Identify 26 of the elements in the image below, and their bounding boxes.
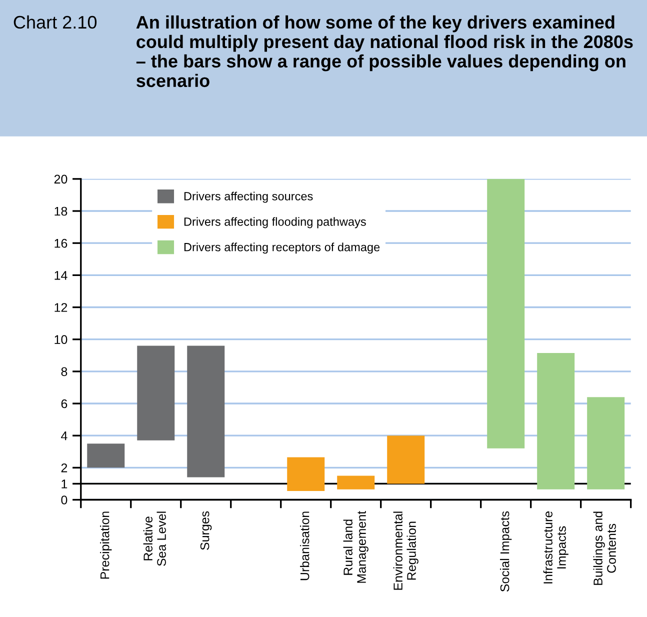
- x-tick-label: Precipitation: [100, 512, 112, 579]
- y-tick-label: 1: [62, 480, 68, 488]
- x-tick-label: Relative Sea Level: [143, 512, 166, 566]
- x-tick-label: Buildings and Contents: [593, 512, 616, 585]
- y-tick-label: 2: [61, 463, 68, 472]
- y-tick-label: 20: [54, 174, 68, 184]
- chart-title: An illustration of how some of the key drivers examined could multiply present day national flood risk in the 2080s – the bars show a range of possible values depending on scenario: [136, 15, 633, 88]
- y-tick-label: 12: [54, 303, 68, 312]
- x-tick-label: Urbanisation: [300, 512, 310, 580]
- legend-label: Drivers affecting sources: [184, 192, 313, 203]
- x-tick-label: Surges: [200, 511, 212, 550]
- y-tick-label: 14: [54, 271, 68, 280]
- y-tick-label: 18: [54, 206, 68, 216]
- y-tick-label: 6: [61, 399, 68, 408]
- y-tick-label: 16: [54, 238, 68, 248]
- x-tick-label: Social Impacts: [500, 511, 512, 592]
- x-tick-label: Rural land Management: [343, 510, 368, 583]
- y-tick-label: 0: [61, 496, 68, 504]
- x-tick-label: Infrastructure Impacts: [543, 511, 568, 584]
- x-tick-label: Environmental Regulation: [393, 512, 418, 590]
- y-tick-label: 8: [61, 367, 68, 376]
- legend-label: Drivers affecting receptors of damage: [184, 242, 380, 254]
- y-tick-label: 10: [54, 335, 68, 344]
- legend-label: Drivers affecting flooding pathways: [184, 217, 366, 228]
- caption: Chart 2.10: [14, 15, 97, 29]
- y-tick-label: 4: [61, 432, 68, 440]
